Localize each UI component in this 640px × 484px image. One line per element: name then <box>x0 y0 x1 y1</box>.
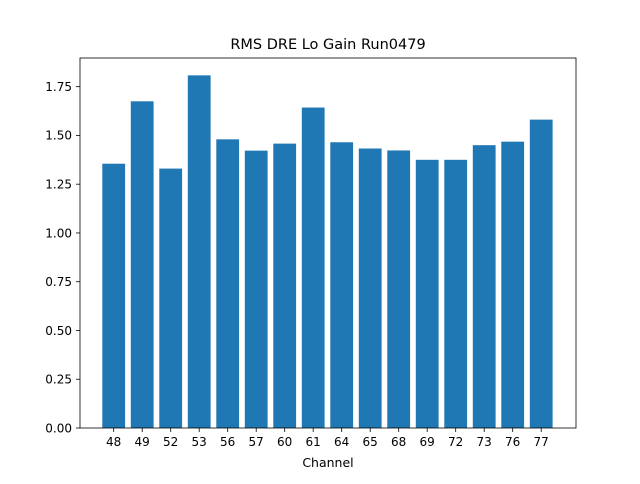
y-tick-label: 0.75 <box>45 275 72 289</box>
bar-channel-69 <box>415 159 439 428</box>
x-tick-label: 53 <box>192 435 207 449</box>
x-tick-label: 69 <box>420 435 435 449</box>
x-tick-label: 61 <box>306 435 321 449</box>
x-tick-label: 64 <box>334 435 349 449</box>
bar-channel-60 <box>273 143 297 428</box>
y-tick-label: 0.25 <box>45 373 72 387</box>
y-tick-label: 1.00 <box>45 226 72 240</box>
x-tick-label: 49 <box>135 435 150 449</box>
bar-channel-48 <box>102 163 126 428</box>
x-tick-label: 77 <box>534 435 549 449</box>
x-tick-label: 72 <box>448 435 463 449</box>
bar-channel-65 <box>358 148 382 428</box>
bar-channel-57 <box>244 150 268 428</box>
x-tick-label: 65 <box>363 435 378 449</box>
bar-channel-61 <box>301 107 325 428</box>
bar-channel-77 <box>529 119 553 428</box>
x-tick-label: 48 <box>106 435 121 449</box>
y-tick-label: 0.50 <box>45 324 72 338</box>
x-axis-label: Channel <box>302 455 353 470</box>
bar-channel-56 <box>216 139 240 428</box>
bar-channel-52 <box>159 168 183 428</box>
bar-channel-72 <box>444 159 468 428</box>
bar-channel-53 <box>187 75 211 429</box>
y-tick-label: 0.00 <box>45 421 72 435</box>
x-tick-label: 76 <box>505 435 520 449</box>
bar-channel-49 <box>130 101 154 429</box>
x-axis: 48 49 52 53 56 57 60 61 64 65 68 69 72 73 76 77 <box>106 428 549 449</box>
x-tick-label: 73 <box>477 435 492 449</box>
chart-title: RMS DRE Lo Gain Run0479 <box>230 37 425 53</box>
y-tick-label: 1.25 <box>45 177 72 191</box>
x-tick-label: 68 <box>391 435 406 449</box>
plot-frame <box>79 57 577 429</box>
bar-channel-76 <box>501 141 525 429</box>
x-tick-label: 57 <box>249 435 264 449</box>
bar-channel-68 <box>387 150 411 428</box>
bars-layer <box>102 75 553 429</box>
x-tick-label: 56 <box>220 435 235 449</box>
x-tick-label: 52 <box>163 435 178 449</box>
x-tick-label: 60 <box>277 435 292 449</box>
y-axis: 0.00 0.25 0.50 0.75 1.00 1.25 1.50 1.75 <box>45 80 80 435</box>
y-tick-label: 1.50 <box>45 129 72 143</box>
bar-channel-64 <box>330 142 354 428</box>
bar-channel-73 <box>472 145 496 428</box>
y-tick-label: 1.75 <box>45 80 72 94</box>
